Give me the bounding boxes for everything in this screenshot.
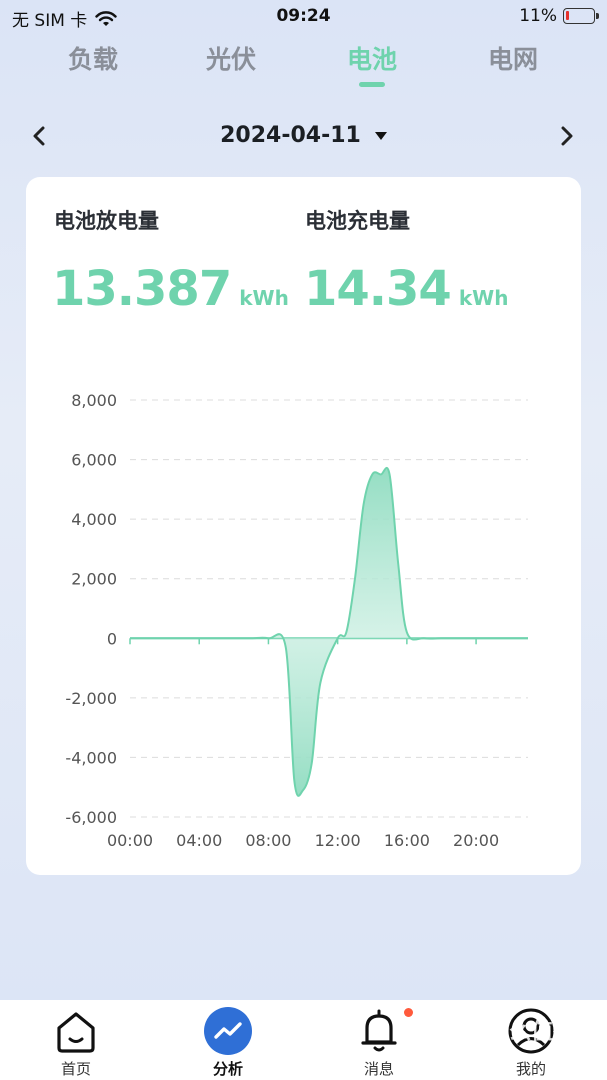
home-icon <box>57 1012 95 1053</box>
x-tick-label: 00:00 <box>107 831 153 850</box>
user-icon <box>508 1008 554 1054</box>
bell-icon <box>361 1009 397 1052</box>
y-tick-label: 8,000 <box>71 391 117 410</box>
chevron-right-icon[interactable] <box>558 122 576 156</box>
bottom-nav: 首页 分析 消息 我的 什么值得买 <box>0 1000 607 1080</box>
battery-icon <box>563 8 599 24</box>
x-tick-label: 04:00 <box>176 831 222 850</box>
tab-pv[interactable]: 光伏 <box>205 45 256 74</box>
x-axis-labels: 00:00 04:00 08:00 12:00 16:00 20:00 <box>107 831 499 850</box>
nav-analysis[interactable]: 分析 <box>173 1000 283 1080</box>
discharge-area <box>130 638 528 796</box>
status-right: 11% <box>519 6 599 26</box>
wifi-icon <box>95 10 117 26</box>
tab-load[interactable]: 负载 <box>67 45 118 74</box>
y-tick-label: -4,000 <box>65 748 117 767</box>
y-tick-label: 0 <box>107 629 117 648</box>
charge-label: 电池充电量 <box>305 209 410 233</box>
date-navigator: 2024-04-11 <box>0 120 607 156</box>
status-left: 无 SIM 卡 <box>12 6 117 31</box>
discharge-unit: kWh <box>239 286 289 310</box>
nav-messages-label: 消息 <box>363 1060 394 1078</box>
charge-unit: kWh <box>458 286 509 310</box>
nav-home[interactable]: 首页 <box>21 1000 131 1080</box>
y-tick-label: -6,000 <box>65 808 117 827</box>
charge-area <box>251 467 425 639</box>
carrier-label: 无 SIM 卡 <box>12 11 88 31</box>
battery-power-chart: 8,0006,0004,0002,0000-2,000-4,000-6,000 … <box>65 391 528 850</box>
y-tick-label: -2,000 <box>65 689 117 708</box>
x-tick-label: 12:00 <box>315 831 361 850</box>
status-time: 09:24 <box>276 6 331 26</box>
active-tab-indicator <box>359 82 385 87</box>
discharge-value: 13.387 kWh <box>52 261 289 317</box>
x-tick-label: 20:00 <box>453 831 499 850</box>
chart-grid <box>129 399 528 818</box>
nav-profile[interactable]: 我的 <box>476 1000 586 1080</box>
watermark-logo: 什么值得买 <box>486 1020 597 1045</box>
y-tick-label: 6,000 <box>71 451 117 470</box>
discharge-label: 电池放电量 <box>54 209 159 233</box>
nav-analysis-label: 分析 <box>212 1060 243 1078</box>
tab-bar: 负载 光伏 电池 电网 <box>0 40 607 90</box>
battery-level <box>566 11 569 20</box>
battery-percent: 11% <box>519 6 557 26</box>
charge-value: 14.34 kWh <box>304 261 508 317</box>
status-bar: 无 SIM 卡 09:24 11% <box>0 0 607 34</box>
x-tick-label: 16:00 <box>384 831 430 850</box>
notification-badge <box>404 1008 413 1017</box>
nav-profile-label: 我的 <box>515 1060 546 1078</box>
battery-summary-card: 电池放电量 电池充电量 13.387 kWh 14.34 kWh 8,000 6,00… <box>26 177 581 875</box>
x-tick-label: 08:00 <box>245 831 291 850</box>
tab-battery[interactable]: 电池 <box>346 45 397 74</box>
date-label: 2024-04-11 <box>220 123 361 148</box>
caret-down-icon <box>374 132 387 140</box>
date-picker[interactable]: 2024-04-11 <box>0 123 607 148</box>
chart-area-series <box>130 466 528 797</box>
y-axis-labels: 8,000 6,000 4,000 2,000 0 -2,000 -4,000 -6,000 <box>65 391 117 827</box>
chevron-left-icon[interactable] <box>30 122 48 156</box>
nav-home-label: 首页 <box>60 1060 91 1078</box>
discharge-number: 13.387 <box>52 261 232 317</box>
tab-grid[interactable]: 电网 <box>487 45 538 74</box>
analysis-icon <box>204 1007 252 1055</box>
series-line <box>130 466 528 797</box>
y-tick-label: 4,000 <box>71 510 117 529</box>
charge-number: 14.34 <box>304 261 452 317</box>
nav-messages[interactable]: 消息 <box>324 1000 434 1080</box>
y-tick-label: 2,000 <box>71 570 117 589</box>
